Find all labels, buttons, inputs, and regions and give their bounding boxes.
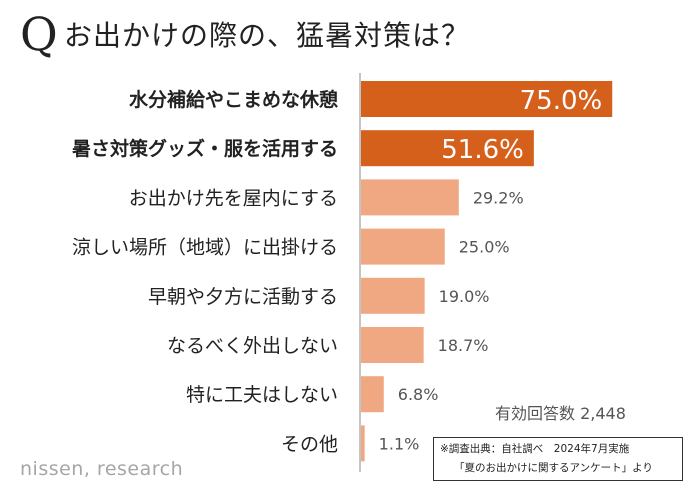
bar <box>361 327 424 363</box>
bar <box>361 179 459 216</box>
category-label: その他 <box>281 433 338 455</box>
value-label: 1.1% <box>379 434 420 453</box>
category-label: なるべく外出しない <box>167 335 338 357</box>
value-label: 19.0% <box>439 287 490 306</box>
title-q-mark: Q <box>20 7 58 61</box>
category-label: 特に工夫はしない <box>186 384 338 406</box>
bar <box>361 376 384 413</box>
category-label: 水分補給やこまめな休憩 <box>129 88 338 111</box>
value-label: 75.0% <box>520 86 603 116</box>
value-label: 18.7% <box>438 336 489 355</box>
brand-logo: nissen, research <box>20 458 184 480</box>
category-label: 涼しい場所（地域）に出掛ける <box>72 237 338 259</box>
value-label: 6.8% <box>398 385 439 404</box>
source-line-1: ※調査出典：自社調べ 2024年7月実施 <box>440 443 630 455</box>
bar <box>361 425 365 462</box>
bar <box>361 81 613 117</box>
category-label: 早朝や夕方に活動する <box>148 286 338 308</box>
title-text: お出かけの際の、猛暑対策は？ <box>64 19 471 52</box>
source-note-box: ※調査出典：自社調べ 2024年7月実施 「夏のお出かけに関するアンケート」より <box>433 437 683 481</box>
category-label: お出かけ先を屋内にする <box>129 187 338 209</box>
bar <box>361 130 534 167</box>
value-label: 51.6% <box>441 135 524 165</box>
category-label: 暑さ対策グッズ・服を活用する <box>72 137 338 160</box>
respondent-count: 有効回答数 2,448 <box>495 404 626 423</box>
value-label: 25.0% <box>459 238 510 257</box>
source-line-2: 「夏のお出かけに関するアンケート」より <box>454 462 653 474</box>
bar <box>361 277 425 314</box>
value-label: 29.2% <box>473 188 524 207</box>
bar <box>361 228 445 265</box>
